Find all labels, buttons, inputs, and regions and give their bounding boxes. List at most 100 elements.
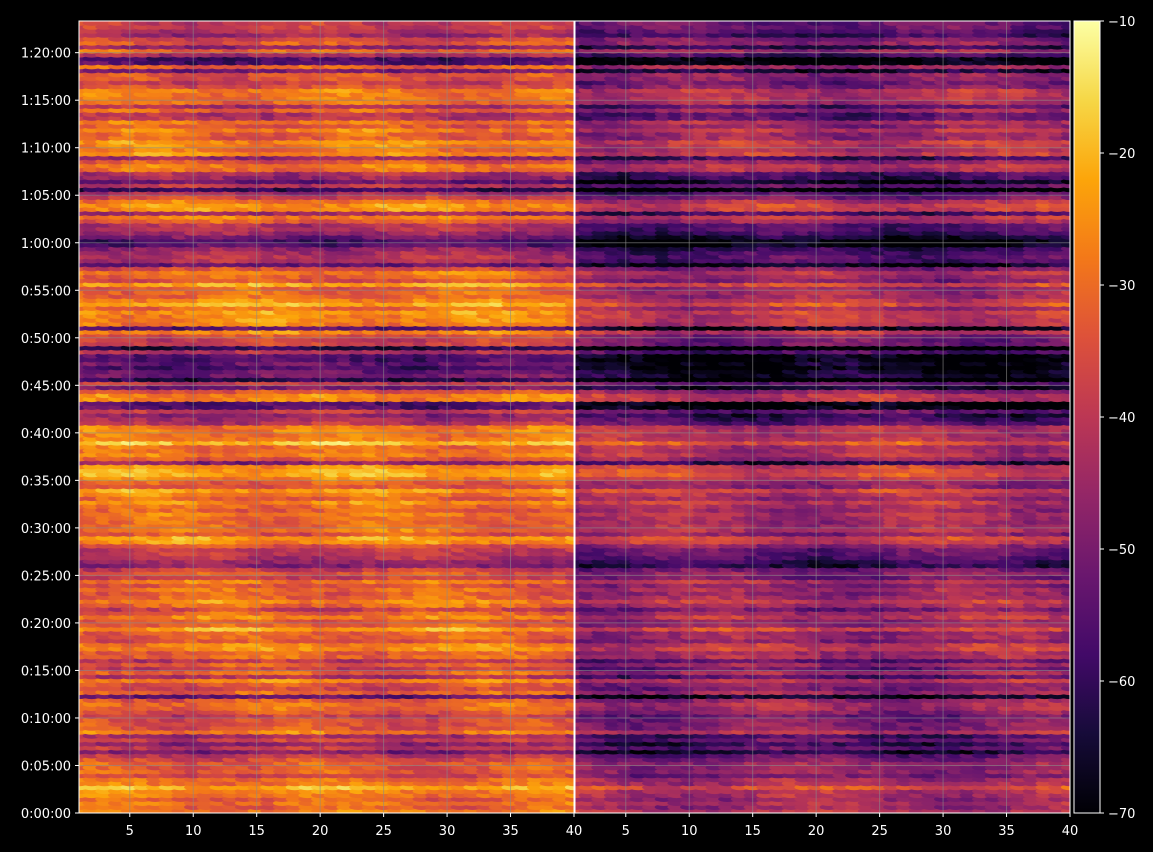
- heatmap-cell-left-c14-r14: [234, 752, 254, 759]
- heatmap-cell-left-c4-r4: [108, 792, 127, 799]
- heatmap-cell-left-c37-r1: [526, 804, 546, 810]
- heatmap-cell-left-c11-r12: [196, 760, 215, 767]
- heatmap-cell-left-c36-r6: [514, 784, 533, 791]
- heatmap-cell-left-c24-r24: [361, 713, 380, 719]
- heatmap-cell-left-c32-r6: [463, 784, 482, 791]
- heatmap-cell-left-c8-r12: [158, 760, 177, 767]
- heatmap-cell-left-c24-r27: [361, 701, 380, 707]
- heatmap-cell-left-c6-r17: [133, 740, 152, 747]
- heatmap-cell-left-c13-r22: [222, 721, 241, 727]
- heatmap-cell-left-c19-r6: [298, 784, 317, 791]
- heatmap-cell-left-c38-r26: [539, 705, 558, 711]
- heatmap-cell-left-c13-r7: [222, 780, 241, 787]
- heatmap-cell-left-c7-r27: [146, 701, 165, 707]
- heatmap-cell-left-c3-r24: [95, 713, 114, 719]
- heatmap-cell-left-c26-r17: [387, 740, 406, 747]
- heatmap-cell-left-c16-r16: [260, 744, 279, 751]
- heatmap-cell-left-c34-r1: [488, 804, 507, 810]
- heatmap-cell-left-c29-r21: [425, 725, 444, 731]
- heatmap-cell-left-c39-r16: [552, 744, 571, 751]
- heatmap-cell-left-c23-r24: [349, 713, 368, 719]
- heatmap-cell-left-c29-r4: [425, 792, 444, 799]
- heatmap-cell-left-c33-r22: [476, 721, 495, 727]
- heatmap-cell-left-c36-r12: [514, 760, 533, 767]
- heatmap-cell-left-c23-r1: [349, 804, 368, 810]
- heatmap-cell-left-c22-r14: [336, 752, 355, 759]
- heatmap-cell-left-c3-r19: [95, 732, 114, 739]
- heatmap-cell-left-c6-r21: [133, 725, 152, 731]
- heatmap-cell-left-c38-r4: [539, 792, 558, 799]
- heatmap-cell-left-c12-r11: [209, 764, 228, 771]
- heatmap-cell-left-c19-r17: [298, 740, 317, 747]
- heatmap-cell-left-c38-r1: [539, 804, 558, 810]
- heatmap-cell-left-c7-r2: [146, 800, 165, 806]
- heatmap-cell-left-c2-r22: [82, 721, 101, 727]
- heatmap-cell-left-c38-r22: [539, 721, 558, 727]
- heatmap-cell-left-c26-r7: [387, 780, 406, 787]
- heatmap-cell-left-c24-r4: [361, 792, 380, 799]
- heatmap-cell-left-c6-r7: [133, 780, 152, 787]
- heatmap-cell-left-c36-r7: [514, 780, 533, 787]
- heatmap-cell-left-c22-r26: [336, 705, 355, 711]
- heatmap-cell-left-c26-r27: [387, 701, 406, 707]
- heatmap-cell-left-c34-r6: [488, 784, 507, 791]
- heatmap-cell-left-c18-r12: [285, 760, 304, 767]
- heatmap-cell-left-c28-r24: [412, 713, 431, 719]
- heatmap-cell-left-c24-r7: [361, 780, 380, 787]
- heatmap-cell-left-c26-r16: [387, 744, 406, 751]
- heatmap-cell-left-c28-r12: [412, 760, 431, 767]
- heatmap-cell-left-c22-r2: [336, 800, 355, 806]
- heatmap-cell-left-c13-r16: [222, 744, 241, 751]
- heatmap-cell-left-c29-r1: [425, 804, 444, 810]
- heatmap-cell-left-c3-r4: [95, 792, 114, 799]
- heatmap-cell-left-c31-r4: [450, 792, 469, 799]
- heatmap-cell-left-c24-r1: [361, 804, 380, 810]
- heatmap-cell-left-c37-r2: [526, 800, 546, 806]
- heatmap-cell-left-c19-r16: [298, 744, 317, 751]
- heatmap-cell-left-c21-r1: [323, 804, 342, 810]
- heatmap-cell-left-c23-r14: [349, 752, 368, 759]
- heatmap-cell-left-c38-r27: [539, 701, 558, 707]
- heatmap-cell-left-c8-r19: [158, 732, 177, 739]
- heatmap-cell-left-c32-r1: [463, 804, 482, 810]
- heatmap-cell-left-c27-r6: [399, 784, 419, 791]
- heatmap-cell-left-c33-r11: [476, 764, 495, 771]
- heatmap-cell-left-c14-r22: [234, 721, 254, 727]
- heatmap-cell-left-c6-r26: [133, 705, 152, 711]
- heatmap-cell-left-c2-r12: [82, 760, 101, 767]
- heatmap-cell-left-c37-r19: [526, 732, 546, 739]
- heatmap-cell-left-c18-r22: [285, 721, 304, 727]
- heatmap-cell-left-c28-r21: [412, 725, 431, 731]
- heatmap-cell-left-c31-r2: [450, 800, 469, 806]
- heatmap-cell-left-c17-r4: [273, 792, 292, 799]
- heatmap-cell-left-c33-r7: [476, 780, 495, 787]
- heatmap-cell-left-c3-r27: [95, 701, 114, 707]
- heatmap-cell-left-c21-r11: [323, 764, 342, 771]
- heatmap-cell-left-c3-r26: [95, 705, 114, 711]
- heatmap-cell-left-c23-r19: [349, 732, 368, 739]
- heatmap-cell-left-c21-r7: [323, 780, 342, 787]
- heatmap-cell-left-c3-r22: [95, 721, 114, 727]
- heatmap-cell-left-c12-r12: [209, 760, 228, 767]
- heatmap-cell-left-c26-r19: [387, 732, 406, 739]
- heatmap-cell-left-c22-r12: [336, 760, 355, 767]
- heatmap-cell-left-c18-r7: [285, 780, 304, 787]
- heatmap-cell-left-c19-r1: [298, 804, 317, 810]
- heatmap-cell-left-c39-r26: [552, 705, 571, 711]
- heatmap-cell-left-c13-r27: [222, 701, 241, 707]
- heatmap-cell-left-c22-r19: [336, 732, 355, 739]
- heatmap-cell-left-c7-r6: [146, 784, 165, 791]
- heatmap-cell-left-c27-r17: [399, 740, 419, 747]
- heatmap-cell-left-c29-r2: [425, 800, 444, 806]
- heatmap-cell-left-c37-r7: [526, 780, 546, 787]
- heatmap-cell-left-c26-r4: [387, 792, 406, 799]
- heatmap-cell-left-c33-r21: [476, 725, 495, 731]
- heatmap-cell-left-c3-r2: [95, 800, 114, 806]
- heatmap-cell-left-c29-r22: [425, 721, 444, 727]
- heatmap-cell-left-c26-r2: [387, 800, 406, 806]
- heatmap-cell-left-c36-r1: [514, 804, 533, 810]
- heatmap-cell-left-c28-r22: [412, 721, 431, 727]
- heatmap-cell-left-c37-r24: [526, 713, 546, 719]
- heatmap-cell-left-c28-r6: [412, 784, 431, 791]
- heatmap-cell-left-c12-r26: [209, 705, 228, 711]
